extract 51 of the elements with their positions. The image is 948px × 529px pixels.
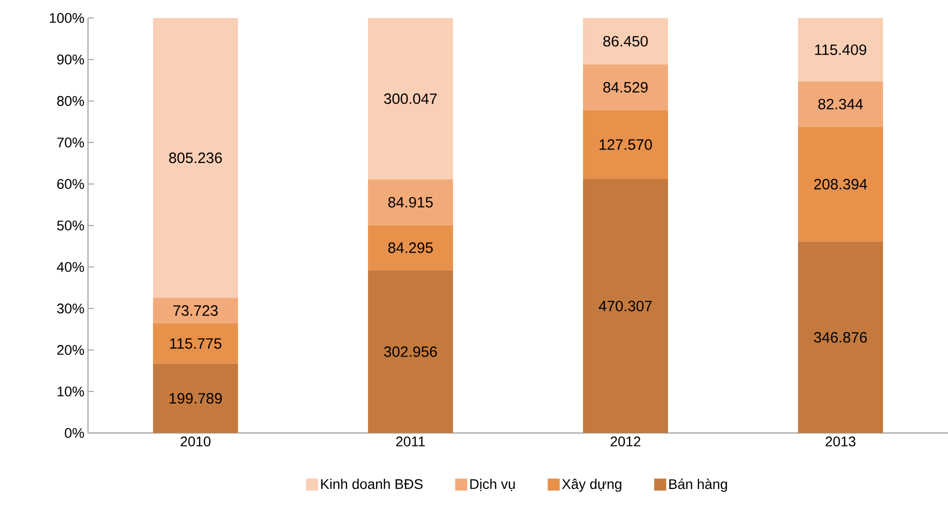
y-tick-label: 0% <box>64 428 84 438</box>
annotation: 300.047 <box>384 93 437 104</box>
annotation: 86.450 <box>603 36 648 47</box>
bar <box>798 242 884 433</box>
bar <box>583 64 668 110</box>
y-tick-label: 20% <box>57 345 84 355</box>
y-tick-label: 100% <box>50 13 84 23</box>
annotation: 127.570 <box>600 139 652 150</box>
bar <box>153 18 238 298</box>
legend-label: Dịch vụ <box>470 478 515 491</box>
annotation: 84.915 <box>388 196 433 208</box>
annotation: 199.789 <box>170 393 222 404</box>
y-tick-label: 50% <box>57 220 84 230</box>
y-tick-label: 70% <box>57 138 84 148</box>
annotation: 73.723 <box>173 305 218 316</box>
annotation: 84.295 <box>388 242 433 253</box>
annotation: 84.529 <box>603 82 648 93</box>
x-tick-label: 2011 <box>396 436 425 446</box>
bar <box>583 18 668 64</box>
bar <box>798 126 884 242</box>
legend-label: Bán hàng <box>669 478 727 492</box>
bar <box>798 81 884 127</box>
annotation: 208.394 <box>814 178 868 190</box>
annotation: 302.956 <box>384 346 437 357</box>
x-tick-label: 2013 <box>826 436 856 446</box>
legend-label: Xây dựng <box>562 478 622 492</box>
annotation: 470.307 <box>598 300 652 312</box>
bar <box>368 18 454 180</box>
y-tick-label: 60% <box>57 179 84 189</box>
y-tick-label: 90% <box>57 54 84 64</box>
bar <box>368 179 454 226</box>
bar <box>153 298 238 324</box>
y-tick-label: 10% <box>58 386 84 396</box>
legend-label: Kinh doanh BĐS <box>321 478 423 490</box>
annotation: 115.409 <box>815 44 866 56</box>
annotation: 82.344 <box>818 98 863 110</box>
x-tick-label: 2012 <box>610 436 640 446</box>
annotation: 346.876 <box>814 332 867 343</box>
bar <box>368 270 454 433</box>
annotation: 805.236 <box>169 152 222 164</box>
bar <box>583 179 668 433</box>
bar <box>153 364 238 433</box>
y-tick-label: 80% <box>57 96 84 106</box>
y-tick-label: 30% <box>57 304 84 314</box>
bar <box>153 323 238 364</box>
x-tick-label: 2010 <box>180 436 210 446</box>
bar <box>798 18 884 82</box>
annotation: 115.775 <box>170 338 222 349</box>
bar <box>583 110 668 180</box>
y-tick-label: 40% <box>56 262 84 272</box>
bar <box>368 225 454 270</box>
